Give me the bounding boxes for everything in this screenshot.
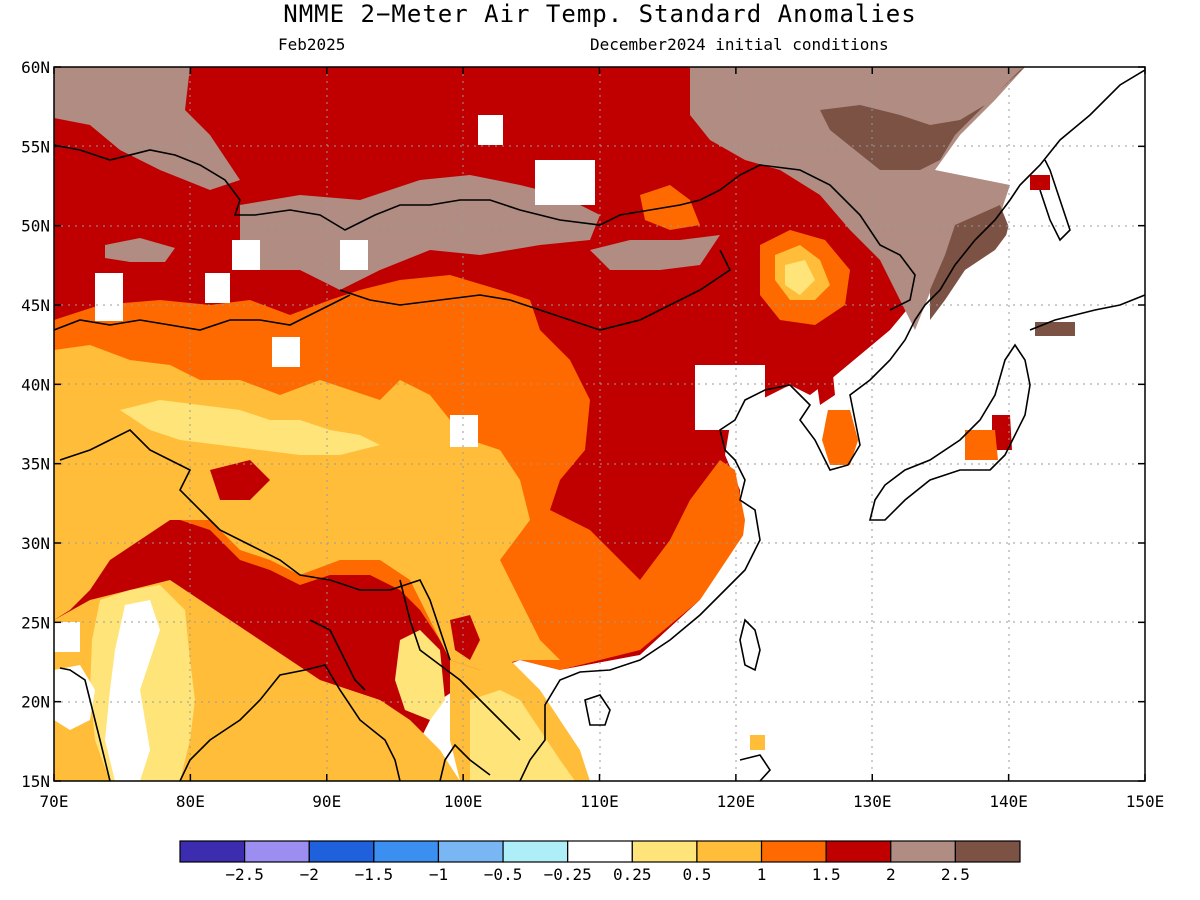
- anomaly-region-yellow-burma: [395, 630, 445, 720]
- lon-tick-label: 150E: [1126, 792, 1165, 811]
- lon-tick-label: 90E: [312, 792, 341, 811]
- longitude-labels: 70E 80E 90E 100E 110E 120E 130E 140E 150E: [40, 792, 1165, 811]
- lat-tick-label: 60N: [21, 58, 50, 77]
- colorbar-swatch: [308, 840, 375, 863]
- borders: [54, 144, 916, 741]
- lon-tick-label: 110E: [580, 792, 619, 811]
- colorbar-label: −2.5: [225, 865, 264, 884]
- anomaly-region-light-brown-nw: [54, 67, 240, 190]
- lat-tick-label: 45N: [21, 296, 50, 315]
- lat-tick-label: 20N: [21, 693, 50, 712]
- colorbar-label: −1: [429, 865, 448, 884]
- anomaly-region-yellow-plateau: [120, 400, 380, 455]
- ticks: [53, 66, 1146, 782]
- sea-area-east: [545, 70, 1145, 781]
- lake-mask-6: [272, 337, 300, 367]
- anomaly-region-red-bangladesh: [330, 600, 380, 670]
- lon-tick-label: 100E: [444, 792, 483, 811]
- colorbar: −2.5 −2 −1.5 −1 −0.5 −0.25 0.25 0.5 1 1.5 2 2.5: [179, 840, 1021, 884]
- anomaly-region-white-india: [105, 600, 160, 781]
- colorbar-label: −0.25: [544, 865, 592, 884]
- anomaly-region-dark-brown-sakhalin: [1035, 322, 1075, 336]
- lat-tick-label: 30N: [21, 534, 50, 553]
- colorbar-label: 0.5: [682, 865, 711, 884]
- anomaly-region-dark-brown-ne: [820, 67, 1025, 170]
- anomaly-region-red-tibet: [210, 460, 270, 500]
- initial-conditions: December2024 initial conditions: [590, 35, 889, 54]
- colorbar-swatch: [825, 840, 892, 863]
- lat-tick-label: 55N: [21, 137, 50, 156]
- anomaly-field: [54, 67, 1145, 781]
- colorbar-label: −0.5: [484, 865, 523, 884]
- colorbar-swatch: [954, 840, 1021, 863]
- anomaly-region-light-brown-center: [240, 175, 600, 290]
- anomaly-region-red-yunnan: [450, 615, 480, 660]
- colorbar-swatch: [502, 840, 569, 863]
- anomaly-region-dark-brown-east: [930, 205, 1010, 320]
- forecast-month: Feb2025: [278, 35, 346, 54]
- gridlines: [54, 67, 1145, 781]
- colorbar-label: 2.5: [941, 865, 970, 884]
- colorbar-swatch: [437, 840, 504, 863]
- lat-tick-label: 40N: [21, 375, 50, 394]
- colorbar-swatch: [696, 840, 763, 863]
- lon-tick-label: 70E: [40, 792, 69, 811]
- anomaly-region-yellow-blob: [785, 260, 815, 295]
- colorbar-swatch: [567, 840, 633, 863]
- lake-mask-3: [232, 240, 260, 270]
- lat-tick-label: 25N: [21, 613, 50, 632]
- lake-mask-2: [340, 240, 368, 270]
- map-title: NMME 2−Meter Air Temp. Standard Anomalie…: [283, 0, 917, 28]
- lat-tick-label: 50N: [21, 217, 50, 236]
- colorbar-swatch: [244, 840, 310, 863]
- lake-mask-7: [450, 415, 478, 447]
- lon-tick-label: 120E: [717, 792, 756, 811]
- colorbar-swatch: [179, 840, 246, 863]
- lat-tick-label: 15N: [21, 772, 50, 791]
- colorbar-swatch: [631, 840, 698, 863]
- anomaly-region-orange-japan-2: [965, 430, 998, 460]
- colorbar-label: 2: [886, 865, 896, 884]
- lake-baikal-mask: [535, 160, 595, 205]
- lon-tick-label: 140E: [989, 792, 1028, 811]
- colorbar-label: −1.5: [355, 865, 394, 884]
- colorbar-swatch: [760, 840, 827, 863]
- colorbar-label: 1: [757, 865, 767, 884]
- lat-tick-label: 35N: [21, 455, 50, 474]
- anomaly-region-red-japan-2: [992, 415, 1012, 450]
- coastlines: [59, 69, 1145, 781]
- coast-mask-west: [54, 622, 80, 652]
- colorbar-label: 0.25: [613, 865, 652, 884]
- anomaly-region-red-korea: [815, 365, 835, 405]
- colorbar-swatch: [890, 840, 956, 863]
- anomaly-region-light-brown-band: [590, 235, 720, 270]
- lake-mask-4: [95, 273, 123, 321]
- colorbar-label: −2: [300, 865, 319, 884]
- lake-mask-1: [478, 115, 503, 145]
- anomaly-region-orange-korea-2: [822, 410, 858, 465]
- lon-tick-label: 80E: [176, 792, 205, 811]
- anomaly-region-yellow-se-asia: [470, 690, 575, 781]
- anomaly-region-light-brown-blob: [105, 238, 175, 262]
- lon-tick-label: 130E: [853, 792, 892, 811]
- anomaly-region-red-sakhalin: [1030, 175, 1050, 190]
- bohai-mask: [695, 365, 765, 430]
- colorbar-swatch: [373, 840, 440, 863]
- anomaly-region-orange-mongolia: [640, 185, 700, 230]
- latitude-labels: 15N 20N 25N 30N 35N 40N 45N 50N 55N 60N: [21, 58, 50, 791]
- anomaly-region-light-orange-taiwan-2: [750, 735, 765, 750]
- colorbar-label: 1.5: [812, 865, 841, 884]
- lake-mask-5: [205, 273, 230, 303]
